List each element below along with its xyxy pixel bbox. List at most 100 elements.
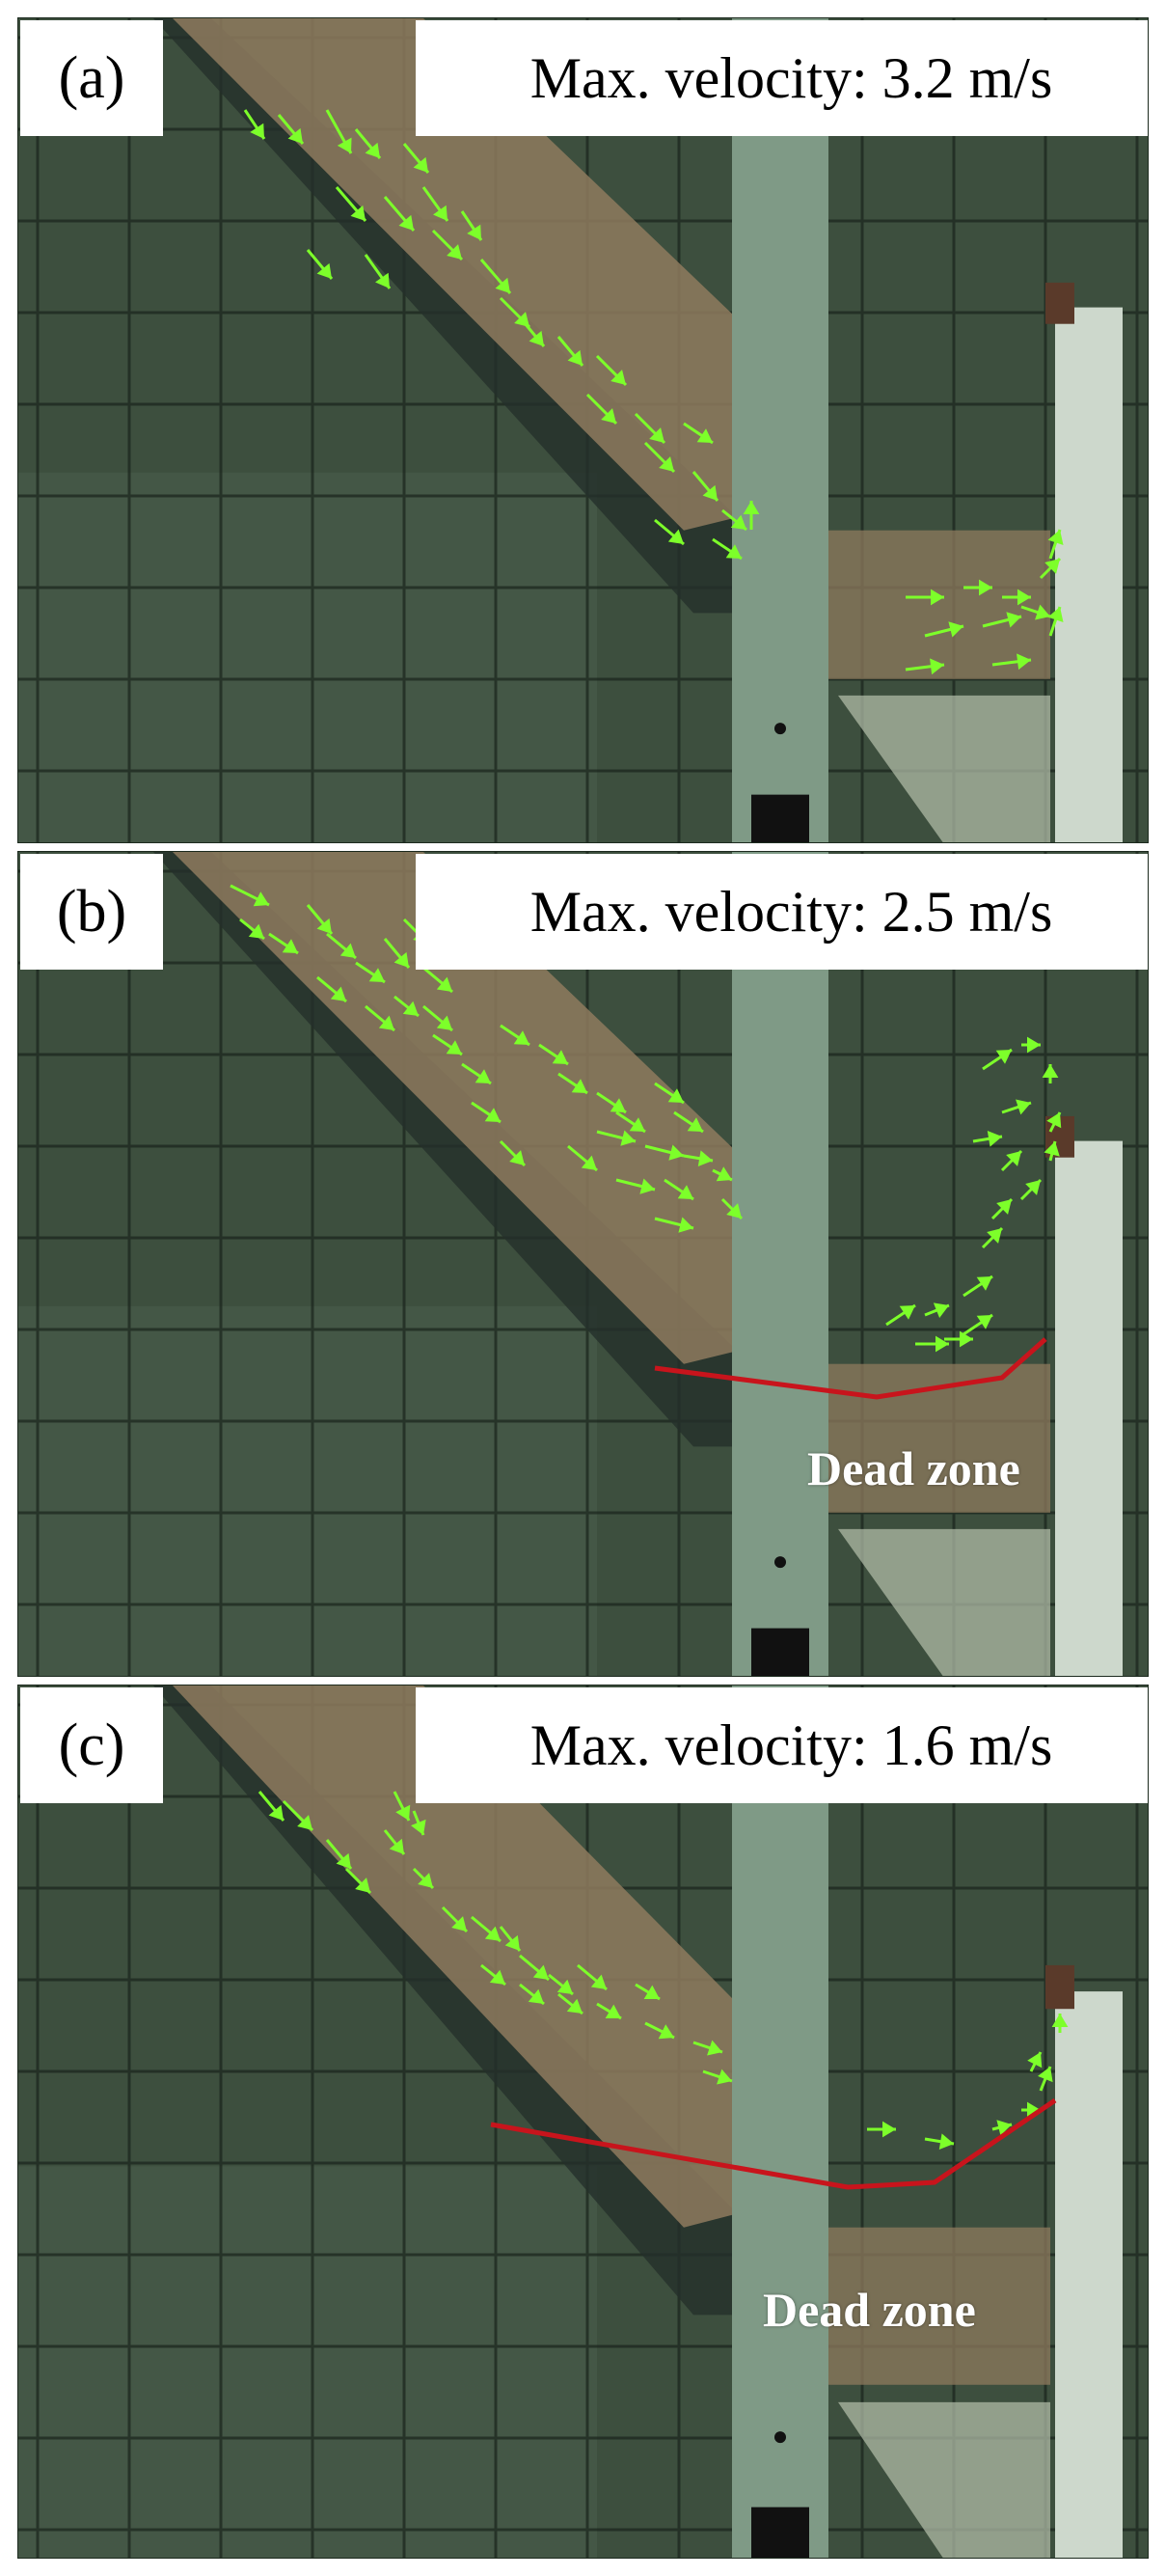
panel-letter-a: (a)	[20, 20, 163, 136]
max-velocity-label-c: Max. velocity: 1.6 m/s	[416, 1687, 1148, 1803]
velocity-arrow	[421, 186, 449, 222]
barrier-column	[732, 1685, 828, 2558]
column-bolt	[774, 1556, 786, 1569]
dead-zone-outline	[654, 1337, 1047, 1400]
velocity-arrow	[982, 1048, 1013, 1071]
background-haze	[18, 2166, 597, 2558]
velocity-arrow	[644, 2021, 675, 2040]
velocity-arrow	[499, 1926, 522, 1952]
velocity-arrow	[1021, 1036, 1041, 1054]
velocity-arrow	[721, 508, 747, 532]
velocity-arrow	[1020, 604, 1051, 620]
velocity-arrow	[585, 393, 618, 425]
velocity-arrow	[567, 1144, 598, 1172]
velocity-arrow	[1001, 1099, 1032, 1115]
velocity-arrow	[596, 2002, 622, 2020]
velocity-arrow	[654, 1217, 694, 1233]
column-base	[751, 2507, 809, 2558]
velocity-arrow	[460, 210, 483, 241]
chute-beam	[153, 18, 751, 614]
velocity-arrow	[644, 1144, 685, 1161]
velocity-arrow	[1044, 1140, 1060, 1162]
velocity-arrow	[664, 1178, 694, 1201]
velocity-arrow	[431, 229, 464, 261]
velocity-arrow	[471, 1915, 502, 1943]
velocity-arrow	[556, 336, 584, 367]
velocity-arrow	[635, 1983, 661, 2001]
flow-photo-b	[18, 852, 1148, 1676]
velocity-arrow	[258, 1791, 285, 1822]
dead-zone-label-c: Dead zone	[763, 2283, 976, 2337]
background-haze	[18, 472, 597, 842]
velocity-arrow	[354, 128, 382, 159]
velocity-arrow	[243, 109, 266, 140]
velocity-arrow	[905, 658, 945, 675]
panel-b: (b) Max. velocity: 2.5 m/s Dead zone	[17, 851, 1149, 1677]
velocity-arrow	[282, 1799, 314, 1832]
base-rock	[838, 695, 1050, 842]
dead-zone-outline	[490, 2097, 1057, 2190]
deposit	[819, 530, 1050, 679]
velocity-arrow	[306, 904, 334, 935]
velocity-arrow	[499, 1139, 527, 1167]
velocity-arrow	[230, 884, 270, 907]
velocity-arrow	[326, 932, 357, 960]
velocity-arrow	[924, 1302, 950, 1318]
velocity-arrow	[643, 441, 676, 474]
velocity-arrow	[991, 653, 1032, 671]
velocity-arrow	[277, 114, 305, 145]
panel-letter-b: (b)	[20, 854, 163, 970]
velocity-arrow	[981, 1226, 1004, 1249]
velocity-arrow	[683, 1150, 714, 1166]
velocity-arrow	[691, 471, 719, 502]
velocity-arrow	[538, 1043, 569, 1066]
velocity-arrow	[924, 2133, 955, 2150]
chute-beam	[153, 1685, 751, 2316]
max-velocity-label-a: Max. velocity: 3.2 m/s	[416, 20, 1148, 136]
velocity-arrow	[383, 1829, 406, 1855]
velocity-arrow	[924, 621, 964, 638]
deposit	[819, 2227, 1050, 2385]
base-rock	[838, 1528, 1050, 1676]
velocity-arrow	[867, 2121, 896, 2138]
velocity-arrow	[1019, 1178, 1043, 1201]
velocity-arrow	[743, 501, 760, 530]
velocity-arrow	[595, 354, 628, 387]
granular-flow	[173, 852, 751, 1364]
velocity-arrow	[480, 1963, 506, 1987]
velocity-arrow	[1042, 1064, 1059, 1083]
velocity-arrow	[557, 1992, 583, 2015]
column-bolt	[774, 2431, 786, 2444]
velocity-arrow	[1027, 2051, 1043, 2072]
velocity-arrow	[963, 1313, 993, 1336]
velocity-arrow	[673, 1110, 704, 1134]
velocity-arrow	[441, 1905, 469, 1933]
flow-photo-c	[18, 1685, 1148, 2558]
velocity-arrow	[1000, 1149, 1023, 1172]
velocity-arrow	[325, 109, 353, 154]
velocity-arrow	[364, 254, 392, 289]
cable	[1045, 282, 1074, 324]
velocity-arrow	[683, 422, 714, 445]
base-rock	[838, 2401, 1050, 2558]
velocity-arrow	[479, 259, 512, 294]
chute-beam	[153, 852, 751, 1447]
velocity-arrow	[712, 537, 743, 561]
velocity-arrow	[1047, 606, 1064, 637]
granular-flow	[173, 1685, 751, 2228]
velocity-arrow	[596, 1130, 637, 1146]
velocity-arrow	[1038, 2066, 1053, 2092]
velocity-arrow	[982, 612, 1022, 628]
velocity-arrow	[393, 1791, 411, 1822]
velocity-arrow	[885, 1303, 916, 1327]
velocity-arrow	[383, 938, 411, 969]
velocity-arrow	[1047, 529, 1064, 560]
barrier-column	[732, 852, 828, 1676]
velocity-arrow	[634, 412, 666, 445]
velocity-arrow	[548, 1973, 574, 1996]
velocity-arrow	[335, 186, 367, 222]
velocity-arrow	[720, 1197, 744, 1220]
panel-c: (c) Max. velocity: 1.6 m/s Dead zone	[17, 1685, 1149, 2559]
velocity-arrow	[944, 1330, 973, 1348]
velocity-arrow	[654, 518, 685, 546]
